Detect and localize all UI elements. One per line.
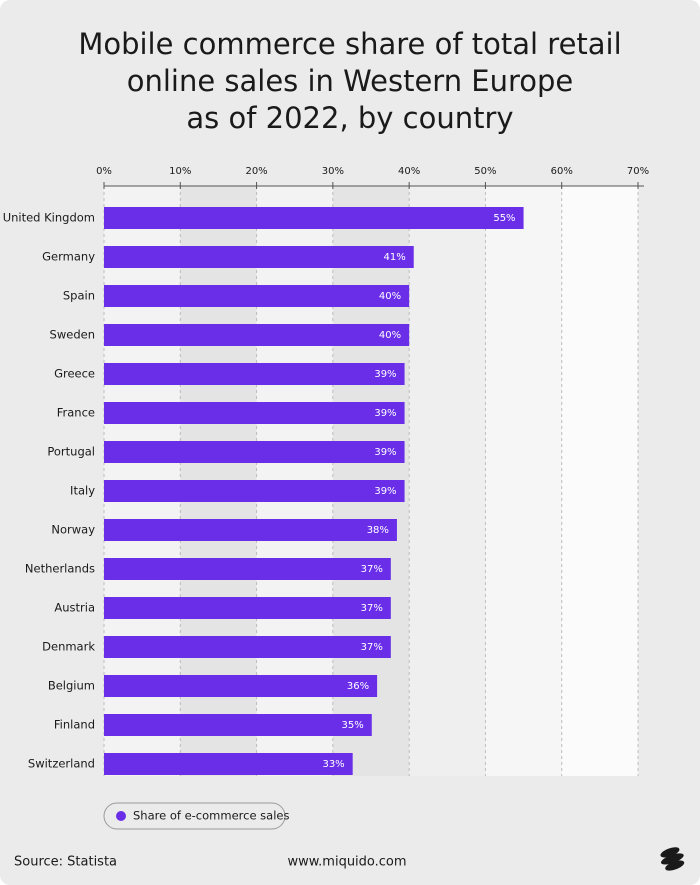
x-tick-label: 30%: [322, 166, 344, 177]
band: [561, 186, 638, 776]
value-label: 40%: [379, 330, 401, 341]
value-label: 39%: [374, 447, 396, 458]
bar: [104, 402, 405, 424]
bar: [104, 324, 410, 346]
chart-title: Mobile commerce share of total retail: [78, 27, 621, 61]
bar: [104, 246, 414, 268]
y-tick-label: Italy: [70, 484, 95, 498]
value-label: 35%: [342, 720, 364, 731]
x-tick-label: 60%: [551, 166, 573, 177]
y-tick-label: Germany: [42, 250, 95, 264]
bar: [104, 480, 405, 502]
value-label: 38%: [367, 525, 389, 536]
bar: [104, 207, 524, 229]
chart-title: online sales in Western Europe: [127, 64, 574, 98]
logo: [660, 847, 685, 871]
source: Source: Statista: [14, 855, 117, 870]
bar: [104, 714, 372, 736]
legend-label: Share of e-commerce sales: [133, 809, 289, 823]
x-tick-label: 0%: [96, 166, 112, 177]
value-label: 36%: [347, 681, 369, 692]
bar: [104, 285, 410, 307]
y-tick-label: Finland: [54, 718, 95, 732]
y-tick-label: Netherlands: [25, 562, 95, 576]
value-label: 39%: [374, 486, 396, 497]
value-label: 39%: [374, 408, 396, 419]
x-tick-label: 50%: [474, 166, 496, 177]
y-tick-label: Switzerland: [28, 757, 95, 771]
x-tick-label: 40%: [398, 166, 420, 177]
value-label: 39%: [374, 369, 396, 380]
x-tick-label: 10%: [169, 166, 191, 177]
y-tick-label: Belgium: [48, 679, 95, 693]
y-tick-label: Denmark: [42, 640, 95, 654]
bar: [104, 597, 391, 619]
band: [485, 186, 562, 776]
value-label: 33%: [322, 759, 344, 770]
y-tick-label: Portugal: [47, 445, 95, 459]
y-tick-label: France: [57, 406, 95, 420]
x-tick-label: 20%: [245, 166, 267, 177]
bar: [104, 675, 378, 697]
y-tick-label: Greece: [54, 367, 95, 381]
value-label: 37%: [361, 603, 383, 614]
bar: [104, 363, 405, 385]
x-tick-label: 70%: [627, 166, 649, 177]
value-label: 55%: [493, 213, 515, 224]
website: www.miquido.com: [287, 855, 406, 870]
y-tick-label: United Kingdom: [3, 211, 95, 225]
legend-swatch: [116, 811, 126, 821]
band: [409, 186, 486, 776]
value-label: 37%: [361, 642, 383, 653]
bar: [104, 636, 391, 658]
legend-box: [103, 802, 286, 830]
value-label: 37%: [361, 564, 383, 575]
y-tick-label: Austria: [54, 601, 95, 615]
y-tick-label: Sweden: [50, 328, 95, 342]
y-tick-label: Spain: [63, 289, 95, 303]
bar: [104, 441, 405, 463]
bar: [104, 558, 391, 580]
bar: [104, 753, 353, 775]
value-label: 40%: [379, 291, 401, 302]
chart-title: as of 2022, by country: [186, 101, 513, 135]
bar: [104, 519, 397, 541]
y-tick-label: Norway: [51, 523, 95, 537]
value-label: 41%: [383, 252, 405, 263]
